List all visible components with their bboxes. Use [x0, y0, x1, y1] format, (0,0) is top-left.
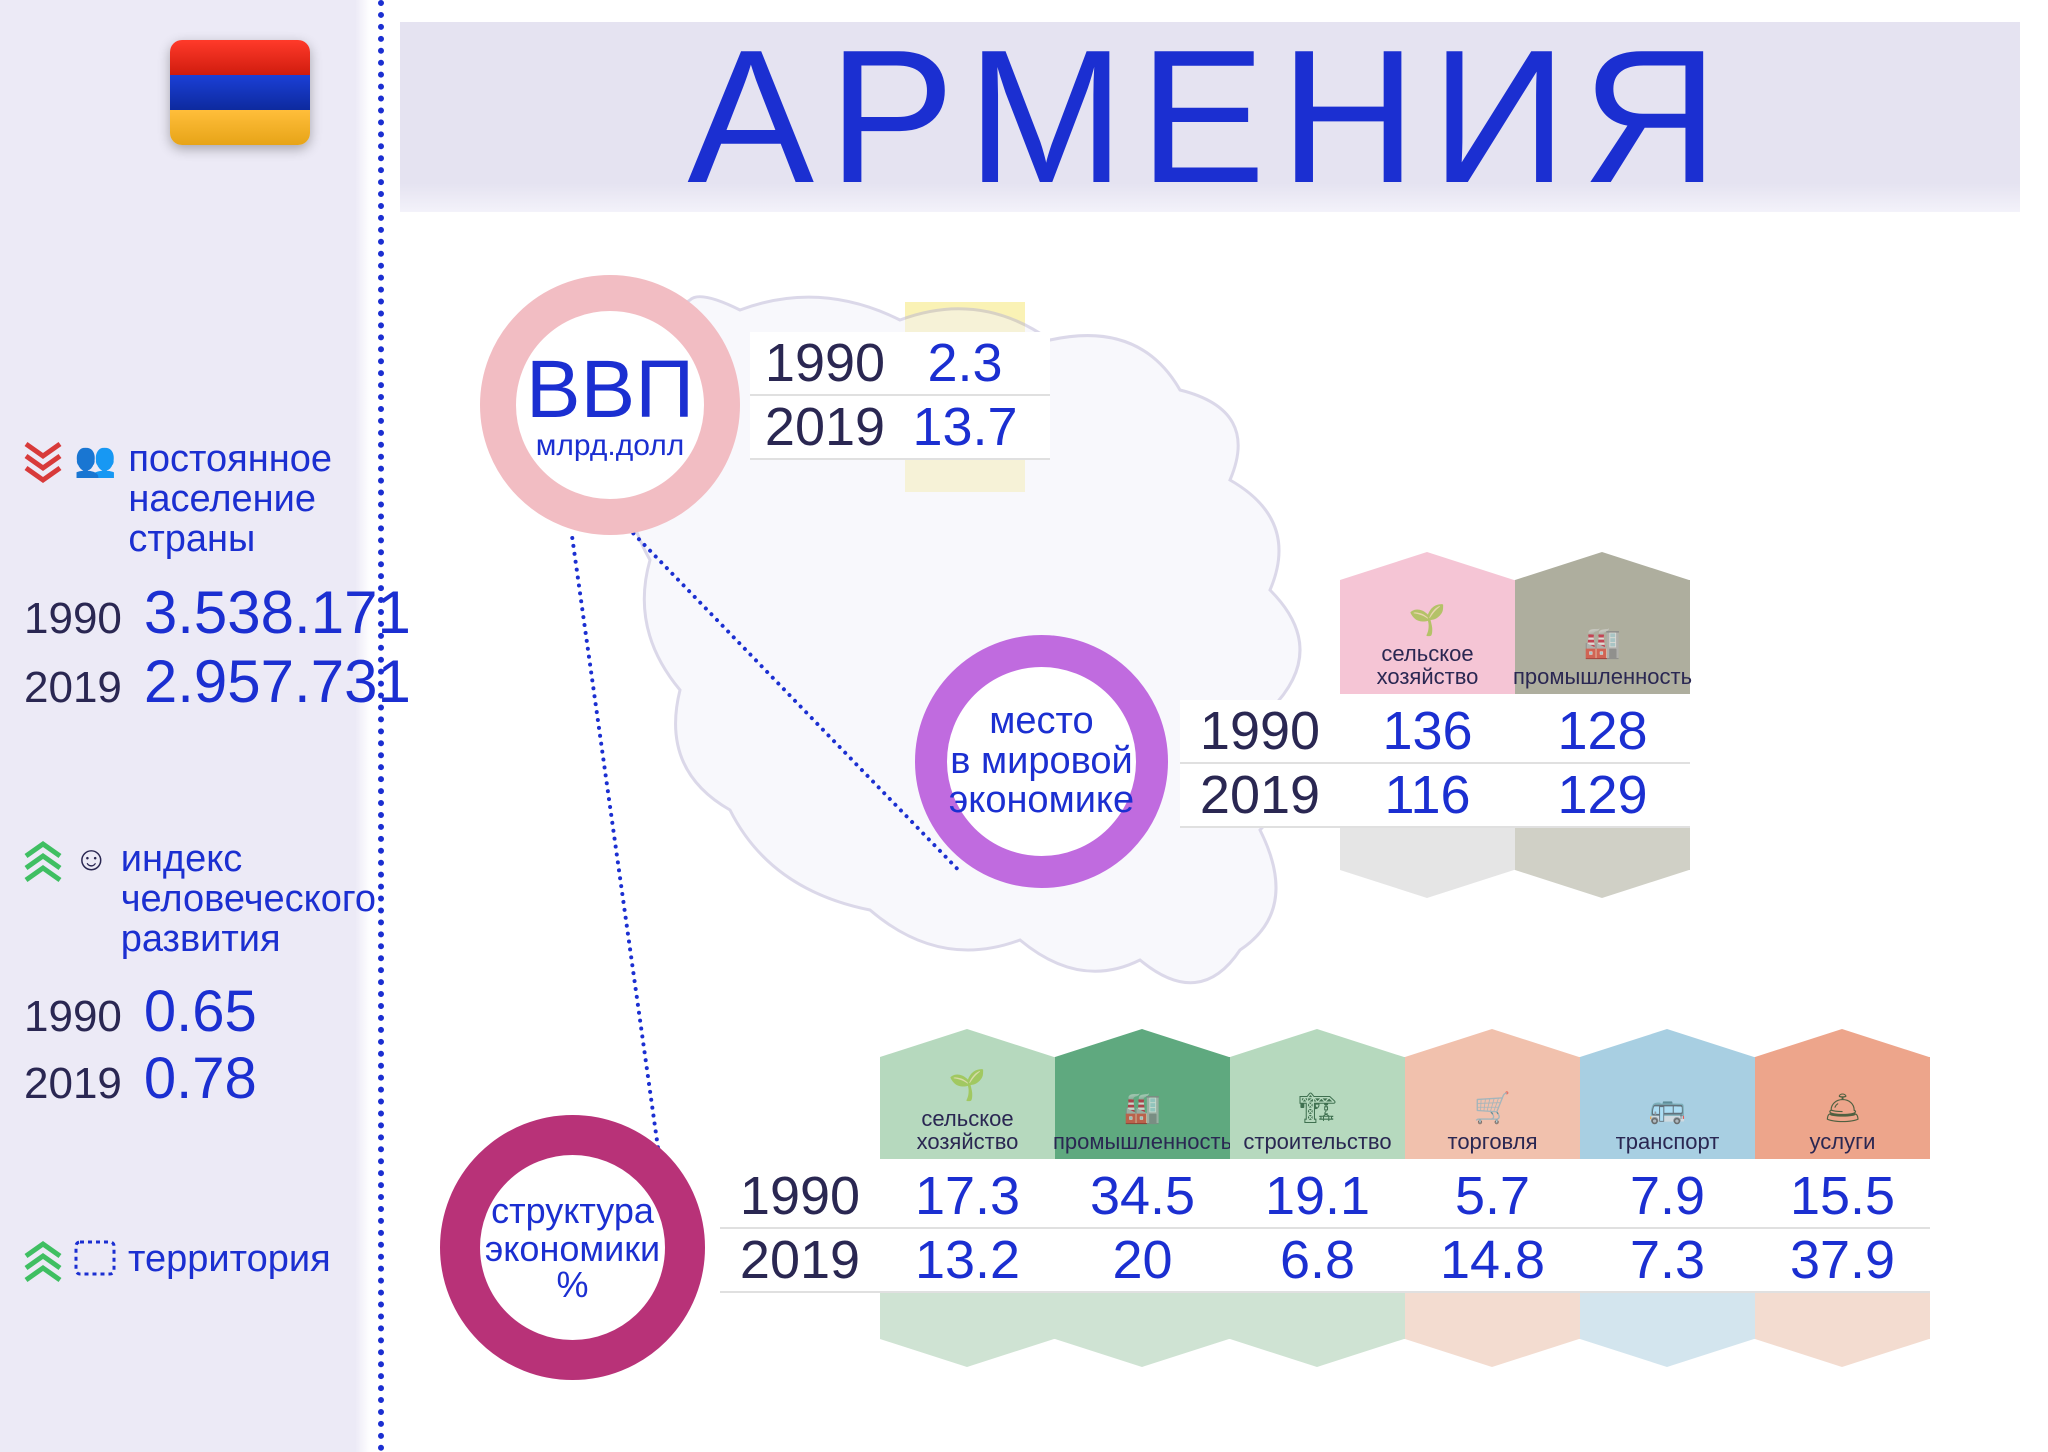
category-icon: 🌱: [949, 1068, 986, 1103]
sidebar-hdi: ☺ индекс человеческого развития 19900.65…: [0, 840, 370, 1112]
structure-title: структура экономики: [485, 1192, 660, 1268]
table-row: 1990136128: [1180, 700, 1690, 764]
ring-gdp: ВВП млрд.долл: [480, 275, 740, 535]
year-cell: 2019: [1180, 764, 1340, 826]
value-cell: 13.2: [880, 1229, 1055, 1291]
ring-economy-structure: структура экономики %: [440, 1115, 705, 1380]
population-value-1: 2.957.731: [144, 647, 411, 716]
category-icon: 🌱: [1409, 603, 1446, 638]
value-cell: 116: [1340, 764, 1515, 826]
table-row: 201913.2206.814.87.337.9: [720, 1229, 1930, 1293]
category-label: торговля: [1447, 1130, 1537, 1153]
category-label: промышленность: [1053, 1130, 1232, 1153]
value-cell: 14.8: [1405, 1229, 1580, 1291]
main-canvas: ВВП млрд.долл 19902.3 201913.7 место в м…: [400, 230, 2020, 1430]
trend-down-icon: [24, 440, 62, 492]
category-icon: 🚌: [1649, 1091, 1686, 1126]
category-label: транспорт: [1616, 1130, 1720, 1153]
population-year-0: 1990: [24, 594, 122, 644]
sidebar-territory: территория: [0, 1240, 370, 1310]
population-value-0: 3.538.171: [144, 578, 411, 647]
year-cell: 1990: [1180, 700, 1340, 762]
value-cell: 7.3: [1580, 1229, 1755, 1291]
value-cell: 128: [1515, 700, 1690, 762]
category-icon: 🛎: [1823, 1091, 1861, 1126]
people-icon: 👥: [74, 440, 116, 480]
title-band: АРМЕНИЯ: [400, 22, 2020, 212]
flag-stripe-red: [170, 40, 310, 75]
category-label: строительство: [1243, 1130, 1391, 1153]
gdp-subtitle: млрд.долл: [536, 431, 685, 461]
sidebar: [0, 0, 370, 1452]
category-label: промышленность: [1513, 665, 1692, 688]
category-label: сельское хозяйство: [1377, 642, 1479, 688]
value-cell: 17.3: [880, 1165, 1055, 1227]
category-icon: 🛒: [1474, 1091, 1511, 1126]
flag-stripe-blue: [170, 75, 310, 110]
structure-table: 🌱сельское хозяйство🏭промышленность🏗строи…: [720, 1165, 1930, 1293]
gdp-value-1: 13.7: [900, 396, 1030, 458]
gdp-value-0: 2.3: [900, 332, 1030, 394]
value-cell: 19.1: [1230, 1165, 1405, 1227]
faces-icon: ☺: [74, 840, 109, 879]
hdi-value-1: 0.78: [144, 1045, 257, 1112]
vertical-dotted-divider: [378, 0, 384, 1452]
table-row: 2019116129: [1180, 764, 1690, 828]
hdi-label: индекс человеческого развития: [121, 840, 376, 960]
category-icon: 🏭: [1124, 1091, 1161, 1126]
value-cell: 7.9: [1580, 1165, 1755, 1227]
year-cell: 2019: [720, 1229, 880, 1291]
gdp-year-0: 1990: [750, 332, 900, 394]
trend-up-icon: [24, 1240, 62, 1292]
value-cell: 20: [1055, 1229, 1230, 1291]
value-cell: 6.8: [1230, 1229, 1405, 1291]
territory-icon: [74, 1240, 116, 1281]
category-label: услуги: [1810, 1130, 1876, 1153]
table-row: 199017.334.519.15.77.915.5: [720, 1165, 1930, 1229]
gdp-title: ВВП: [526, 349, 694, 431]
structure-unit: %: [556, 1267, 588, 1303]
armenia-flag: [170, 40, 310, 145]
ring-world-rank: место в мировой экономике: [915, 635, 1168, 888]
population-label: постоянное население страны: [128, 440, 332, 560]
value-cell: 34.5: [1055, 1165, 1230, 1227]
trend-up-icon: [24, 840, 62, 892]
value-cell: 136: [1340, 700, 1515, 762]
hdi-year-1: 2019: [24, 1059, 122, 1109]
value-cell: 5.7: [1405, 1165, 1580, 1227]
gdp-year-1: 2019: [750, 396, 900, 458]
value-cell: 15.5: [1755, 1165, 1930, 1227]
territory-label: территория: [128, 1240, 331, 1280]
flag-stripe-orange: [170, 110, 310, 145]
page-title: АРМЕНИЯ: [687, 8, 1732, 226]
value-cell: 37.9: [1755, 1229, 1930, 1291]
world-rank-table: 🌱сельское хозяйство🏭промышленность199013…: [1180, 700, 1690, 828]
hdi-value-0: 0.65: [144, 978, 257, 1045]
gdp-table: 19902.3 201913.7: [750, 332, 1050, 460]
population-year-1: 2019: [24, 663, 122, 713]
category-label: сельское хозяйство: [917, 1107, 1019, 1153]
category-icon: 🏗: [1298, 1091, 1336, 1126]
world-rank-title: место в мировой экономике: [949, 702, 1134, 822]
year-cell: 1990: [720, 1165, 880, 1227]
sidebar-population: 👥 постоянное население страны 19903.538.…: [0, 440, 370, 716]
category-icon: 🏭: [1584, 626, 1621, 661]
value-cell: 129: [1515, 764, 1690, 826]
hdi-year-0: 1990: [24, 992, 122, 1042]
